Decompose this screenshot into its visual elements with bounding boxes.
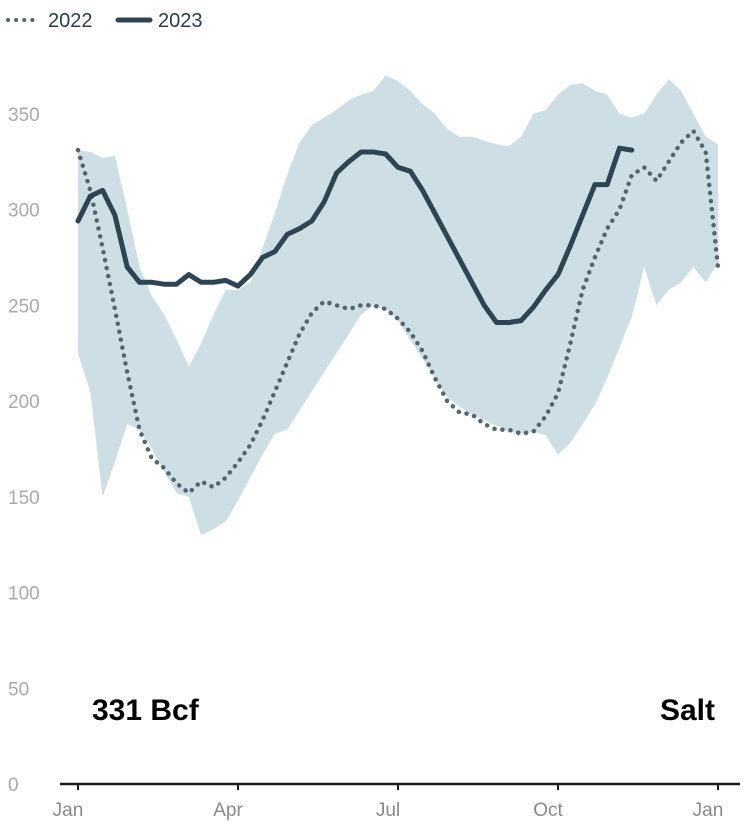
y-tick-label: 50 [8,679,29,700]
x-tick-label: Jan [53,800,84,821]
annotation-total-value: 331 Bcf [92,694,200,727]
y-tick-label: 100 [8,584,40,605]
annotation-region-label: Salt [660,694,715,727]
x-tick-label: Jul [376,800,400,821]
x-tick-label: Jan [693,800,724,821]
y-axis: 0 50 100 150 200 250 300 350 [8,105,40,796]
legend: 2022 2023 [6,10,203,32]
historical-range-band [78,75,718,536]
series-2023-line [75,145,635,325]
legend-label-2022: 2022 [48,10,93,32]
legend-label-2023: 2023 [158,10,203,32]
y-tick-label: 300 [8,201,40,222]
x-axis: Jan Apr Jul Oct Jan [53,784,724,821]
series-2022-line [75,128,721,496]
x-tick-label: Oct [533,800,563,821]
y-tick-label: 0 [8,775,19,796]
y-tick-label: 250 [8,296,40,317]
y-tick-label: 150 [8,488,40,509]
y-tick-label: 350 [8,105,40,126]
y-tick-label: 200 [8,392,40,413]
x-tick-label: Apr [213,800,243,821]
